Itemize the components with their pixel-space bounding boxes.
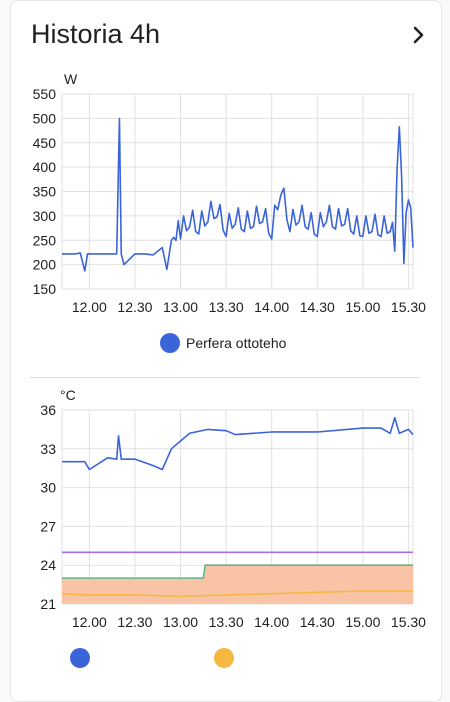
y-tick-label: 200 <box>33 257 57 273</box>
y-tick-label: 300 <box>33 208 57 224</box>
series-line-0 <box>62 117 414 272</box>
y-tick-label: 33 <box>40 441 56 457</box>
y-tick-label: 24 <box>40 557 56 573</box>
y-tick-label: 30 <box>40 480 56 496</box>
x-tick-label: 13.00 <box>163 299 198 315</box>
series-line-2 <box>62 564 413 579</box>
x-tick-label: 14.30 <box>300 299 335 315</box>
card-title: Historia 4h <box>31 19 161 49</box>
y-tick-label: 250 <box>33 232 57 248</box>
x-tick-label: 14.00 <box>254 299 289 315</box>
temperature-chart: 36 33 30 27 24 21 12.00 12.30 13.00 13.30 14.00 14.… <box>40 387 426 668</box>
range-fill-lower <box>62 591 413 604</box>
y-tick-label: 27 <box>40 518 56 534</box>
y-tick-label: 450 <box>33 135 57 151</box>
x-tick-label: 12.30 <box>117 299 152 315</box>
section-divider <box>30 377 420 378</box>
range-fill <box>62 565 413 597</box>
x-tick-label: 12.30 <box>117 614 152 630</box>
x-tick-label: 14.30 <box>300 614 335 630</box>
x-tick-label: 12.00 <box>72 614 107 630</box>
legend-dot-temp-2 <box>214 648 234 668</box>
y-tick-label: 400 <box>33 159 57 175</box>
x-tick-label: 14.00 <box>254 614 289 630</box>
power-chart: 550 500 450 400 350 300 250 200 150 12.00 12.30 13.… <box>33 71 427 315</box>
x-tick-label: 12.00 <box>72 299 107 315</box>
unit-label: °C <box>60 387 76 403</box>
series-line-0 <box>62 416 414 471</box>
series-line-3 <box>61 590 413 598</box>
x-tick-label: 13.30 <box>209 299 244 315</box>
legend-dot-temp-1 <box>70 648 90 668</box>
y-tick-label: 36 <box>40 402 56 418</box>
chevron-right-icon[interactable] <box>407 23 431 47</box>
x-tick-label: 13.30 <box>209 614 244 630</box>
unit-label: W <box>64 71 78 87</box>
y-tick-label: 550 <box>33 86 57 102</box>
x-tick-label: 15.00 <box>345 614 380 630</box>
y-tick-label: 500 <box>33 110 57 126</box>
x-tick-label: 13.00 <box>163 614 198 630</box>
legend-label-perfera[interactable]: Perfera ottoteho <box>186 335 287 351</box>
y-tick-label: 21 <box>40 596 56 612</box>
x-tick-label: 15.30 <box>391 299 426 315</box>
y-tick-label: 150 <box>33 281 57 297</box>
legend-dot-perfera[interactable] <box>160 333 180 353</box>
y-tick-label: 350 <box>33 184 57 200</box>
x-tick-label: 15.30 <box>391 614 426 630</box>
x-tick-label: 15.00 <box>345 299 380 315</box>
